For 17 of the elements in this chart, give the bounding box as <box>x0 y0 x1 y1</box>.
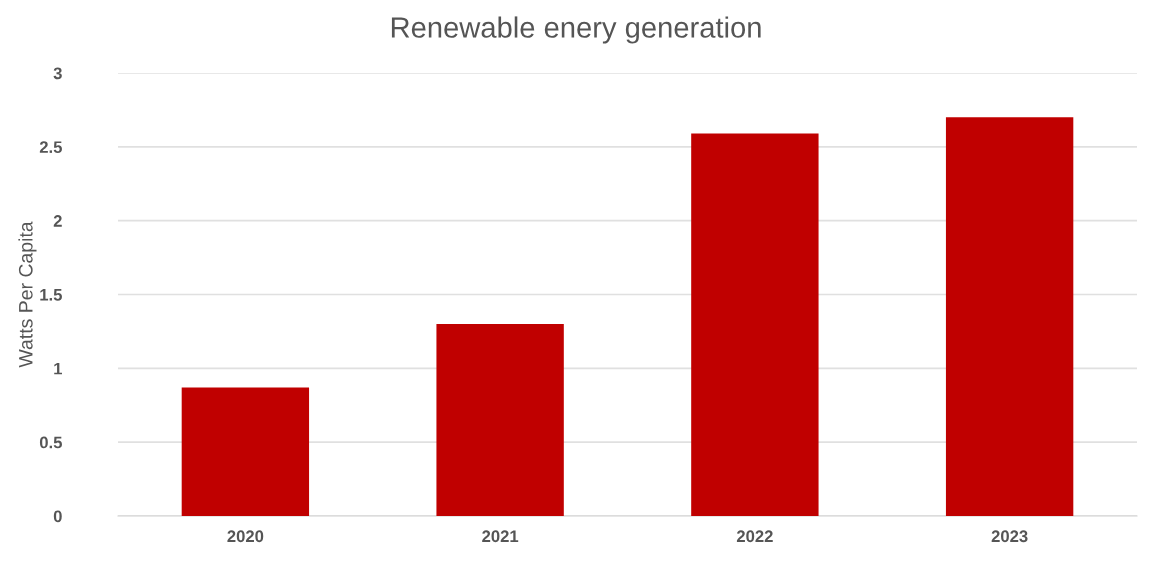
bar <box>691 133 819 516</box>
y-axis-title: Watts Per Capita <box>18 221 37 368</box>
y-tick-label: 2.5 <box>39 141 62 154</box>
bar <box>436 324 564 516</box>
bar <box>945 117 1074 516</box>
x-tick-label: 2023 <box>991 530 1028 543</box>
y-tick-label: 1.5 <box>40 289 62 301</box>
y-tick-label: 3 <box>53 67 62 80</box>
y-tick-label: 0 <box>53 510 62 523</box>
chart-title: Renewable enery generation <box>391 16 761 44</box>
x-tick-label: 2021 <box>482 530 519 543</box>
y-tick-label: 1 <box>54 362 62 375</box>
y-tick-label: 2 <box>53 215 62 227</box>
x-tick-label: 2020 <box>227 530 264 543</box>
bar <box>181 387 310 516</box>
x-tick-label: 2022 <box>736 530 773 543</box>
y-tick-label: 0.5 <box>39 436 62 449</box>
